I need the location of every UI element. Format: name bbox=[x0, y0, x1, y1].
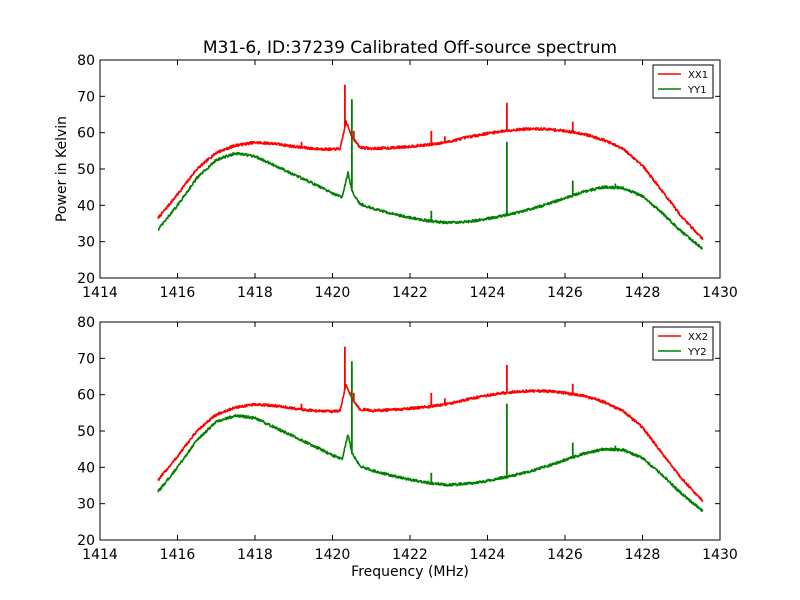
legend-label-YY1: YY1 bbox=[687, 85, 707, 96]
x-tick-label: 1418 bbox=[237, 285, 273, 301]
x-tick-label: 1430 bbox=[702, 547, 738, 563]
legend-label-XX2: XX2 bbox=[688, 332, 708, 343]
series-line-XX2 bbox=[157, 383, 704, 503]
x-tick-label: 1414 bbox=[82, 285, 118, 301]
bottom-panel: 1414 1416 1418 1420 1422 1424 1426 1428 1430 20 30… bbox=[77, 315, 738, 580]
y-tick-label: 40 bbox=[77, 460, 95, 476]
y-tick-label: 80 bbox=[77, 315, 95, 331]
plot-area bbox=[157, 346, 704, 512]
x-tick-label: 1422 bbox=[392, 285, 428, 301]
y-tick-label: 30 bbox=[77, 235, 95, 251]
y-tick-label: 80 bbox=[77, 53, 95, 69]
y-tick-label: 70 bbox=[77, 89, 95, 105]
y-tick-label: 20 bbox=[77, 271, 95, 287]
x-tick-label: 1416 bbox=[160, 285, 196, 301]
y-tick-label: 60 bbox=[77, 126, 95, 142]
x-tick-label: 1426 bbox=[547, 547, 583, 563]
x-tick-label: 1416 bbox=[160, 547, 196, 563]
x-tick-label: 1426 bbox=[547, 285, 583, 301]
legend-label-XX1: XX1 bbox=[688, 70, 708, 81]
series-line-YY1 bbox=[157, 151, 703, 250]
x-tick-label: 1420 bbox=[315, 285, 351, 301]
x-tick-label: 1430 bbox=[702, 285, 738, 301]
legend-box bbox=[652, 326, 714, 361]
legend-box bbox=[652, 64, 714, 99]
series-line-YY2 bbox=[157, 414, 704, 512]
y-tick-label: 50 bbox=[77, 162, 95, 178]
x-tick-label: 1418 bbox=[237, 547, 273, 563]
x-tick-label: 1424 bbox=[470, 285, 506, 301]
series-line-XX1 bbox=[157, 120, 704, 240]
y-axis-label: Power in Kelvin bbox=[54, 116, 70, 222]
y-tick-label: 50 bbox=[77, 424, 95, 440]
plot-area bbox=[157, 84, 704, 250]
legend-label-YY2: YY2 bbox=[687, 347, 707, 358]
x-tick-label: 1428 bbox=[625, 547, 661, 563]
x-axis-label: Frequency (MHz) bbox=[351, 564, 469, 580]
y-tick-label: 60 bbox=[77, 388, 95, 404]
x-tick-label: 1420 bbox=[315, 547, 351, 563]
y-tick-label: 70 bbox=[77, 351, 95, 367]
x-tick-label: 1422 bbox=[392, 547, 428, 563]
x-tick-label: 1428 bbox=[625, 285, 661, 301]
y-tick-label: 20 bbox=[77, 533, 95, 549]
y-tick-label: 30 bbox=[77, 497, 95, 513]
top-panel: 1414 1416 1418 1420 1422 1424 1426 1428 1430 20 30… bbox=[54, 53, 738, 301]
x-tick-label: 1414 bbox=[82, 547, 118, 563]
x-tick-label: 1424 bbox=[470, 547, 506, 563]
figure-title: M31-6, ID:37239 Calibrated Off-source sp… bbox=[203, 38, 617, 58]
y-tick-label: 40 bbox=[77, 198, 95, 214]
